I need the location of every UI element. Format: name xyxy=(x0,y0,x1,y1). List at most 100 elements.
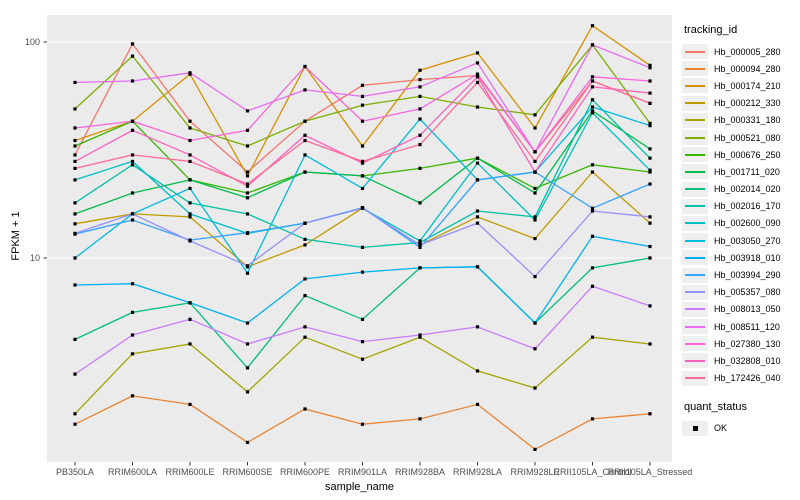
data-point xyxy=(418,107,422,111)
data-point xyxy=(303,221,307,225)
legend-key xyxy=(682,198,708,214)
legend-item-label: Hb_000676_250 xyxy=(714,149,781,160)
legend-item-label: Hb_002600_090 xyxy=(714,218,781,229)
data-point xyxy=(590,43,595,47)
data-point xyxy=(73,138,77,143)
data-point xyxy=(590,111,595,115)
x-tick-label: PB350LA xyxy=(56,467,94,477)
data-point xyxy=(648,170,652,174)
data-point xyxy=(648,91,652,95)
data-point xyxy=(360,144,365,148)
legend-key xyxy=(682,353,708,369)
x-tick-label: RRIM928LE xyxy=(510,467,559,477)
data-point xyxy=(188,119,192,123)
data-point xyxy=(590,266,595,270)
legend-item-hb_027380_130: Hb_027380_130 xyxy=(682,335,800,352)
data-point xyxy=(533,347,537,351)
legend-swatch-line-icon xyxy=(685,222,705,225)
x-tick-label: RRIM600LA xyxy=(108,467,157,477)
data-point xyxy=(648,221,652,225)
data-point xyxy=(360,245,365,249)
data-point xyxy=(533,218,537,222)
data-point xyxy=(533,215,537,219)
data-point xyxy=(648,168,652,172)
data-point xyxy=(73,80,77,85)
legend-swatch-line-icon xyxy=(685,291,705,294)
data-point xyxy=(188,301,192,305)
data-point xyxy=(245,184,250,188)
data-point xyxy=(73,337,77,341)
data-point xyxy=(188,201,192,205)
data-point xyxy=(73,201,77,205)
data-point xyxy=(648,124,652,128)
legend-item-hb_000005_280: Hb_000005_280 xyxy=(682,43,800,60)
data-point xyxy=(533,170,537,174)
legend-item-hb_001711_020: Hb_001711_020 xyxy=(682,163,800,180)
data-point xyxy=(130,128,135,132)
x-tick-label: RRII105LA_Stressed xyxy=(608,467,693,477)
data-point xyxy=(648,412,652,416)
legend-item-label: Hb_000094_280 xyxy=(714,63,781,74)
data-point xyxy=(533,159,537,164)
legend-swatch-line-icon xyxy=(685,377,705,380)
data-point xyxy=(73,126,77,130)
data-point xyxy=(648,342,652,346)
data-point xyxy=(475,51,480,55)
data-point xyxy=(418,335,422,339)
data-point xyxy=(130,212,135,216)
data-point xyxy=(303,64,307,69)
data-point xyxy=(245,144,250,148)
data-point xyxy=(590,234,595,238)
data-point xyxy=(303,119,307,123)
data-point xyxy=(590,85,595,89)
legend-title-tracking-id: tracking_id xyxy=(684,24,738,36)
legend-key xyxy=(682,215,708,231)
data-point xyxy=(360,159,365,164)
data-point xyxy=(245,196,250,200)
data-point xyxy=(590,284,595,288)
legend-item-label: Hb_027380_130 xyxy=(714,338,781,349)
data-point xyxy=(648,63,652,67)
data-point xyxy=(188,71,192,75)
data-point xyxy=(245,231,250,235)
x-tick-label: RRII105LA_Control xyxy=(553,467,631,477)
data-point xyxy=(648,79,652,83)
legend-items: Hb_000005_280 Hb_000094_280 Hb_000174_210 H… xyxy=(682,43,800,387)
legend-item-hb_002014_020: Hb_002014_020 xyxy=(682,181,800,198)
x-tick-label: RRIM901LA xyxy=(338,467,387,477)
legend-swatch-line-icon xyxy=(685,342,705,345)
legend-key xyxy=(682,95,708,111)
data-point xyxy=(590,98,595,102)
data-point xyxy=(303,277,307,281)
legend-swatch-line-icon xyxy=(685,325,705,328)
x-tick-label: RRIM928LA xyxy=(453,467,502,477)
data-point xyxy=(245,440,250,445)
data-point xyxy=(130,310,135,314)
legend-item-hb_008511_120: Hb_008511_120 xyxy=(682,318,800,335)
x-tick-label: RRIM600PE xyxy=(280,467,330,477)
data-point xyxy=(303,407,307,411)
data-point xyxy=(130,163,135,167)
legend-item-label: Hb_172426_040 xyxy=(714,373,781,384)
data-point xyxy=(360,270,365,274)
quant-status-block: quant_status OK xyxy=(682,401,800,437)
legend-key xyxy=(682,181,708,197)
data-point xyxy=(590,335,595,339)
data-point xyxy=(360,206,365,210)
data-point xyxy=(418,133,422,137)
data-point xyxy=(188,178,192,182)
legend-item-label: Hb_008511_120 xyxy=(714,321,780,332)
legend-item-label: Hb_003994_290 xyxy=(714,270,781,281)
legend-swatch-line-icon xyxy=(685,239,705,242)
legend-key xyxy=(682,130,708,146)
data-point xyxy=(418,201,422,205)
legend-swatch-line-icon xyxy=(685,188,705,191)
data-point xyxy=(360,103,365,107)
data-point xyxy=(418,417,422,421)
data-point xyxy=(245,366,250,370)
data-point xyxy=(303,325,307,329)
data-point xyxy=(533,191,537,195)
data-point xyxy=(188,239,192,243)
data-point xyxy=(475,72,480,76)
data-point xyxy=(360,317,365,321)
